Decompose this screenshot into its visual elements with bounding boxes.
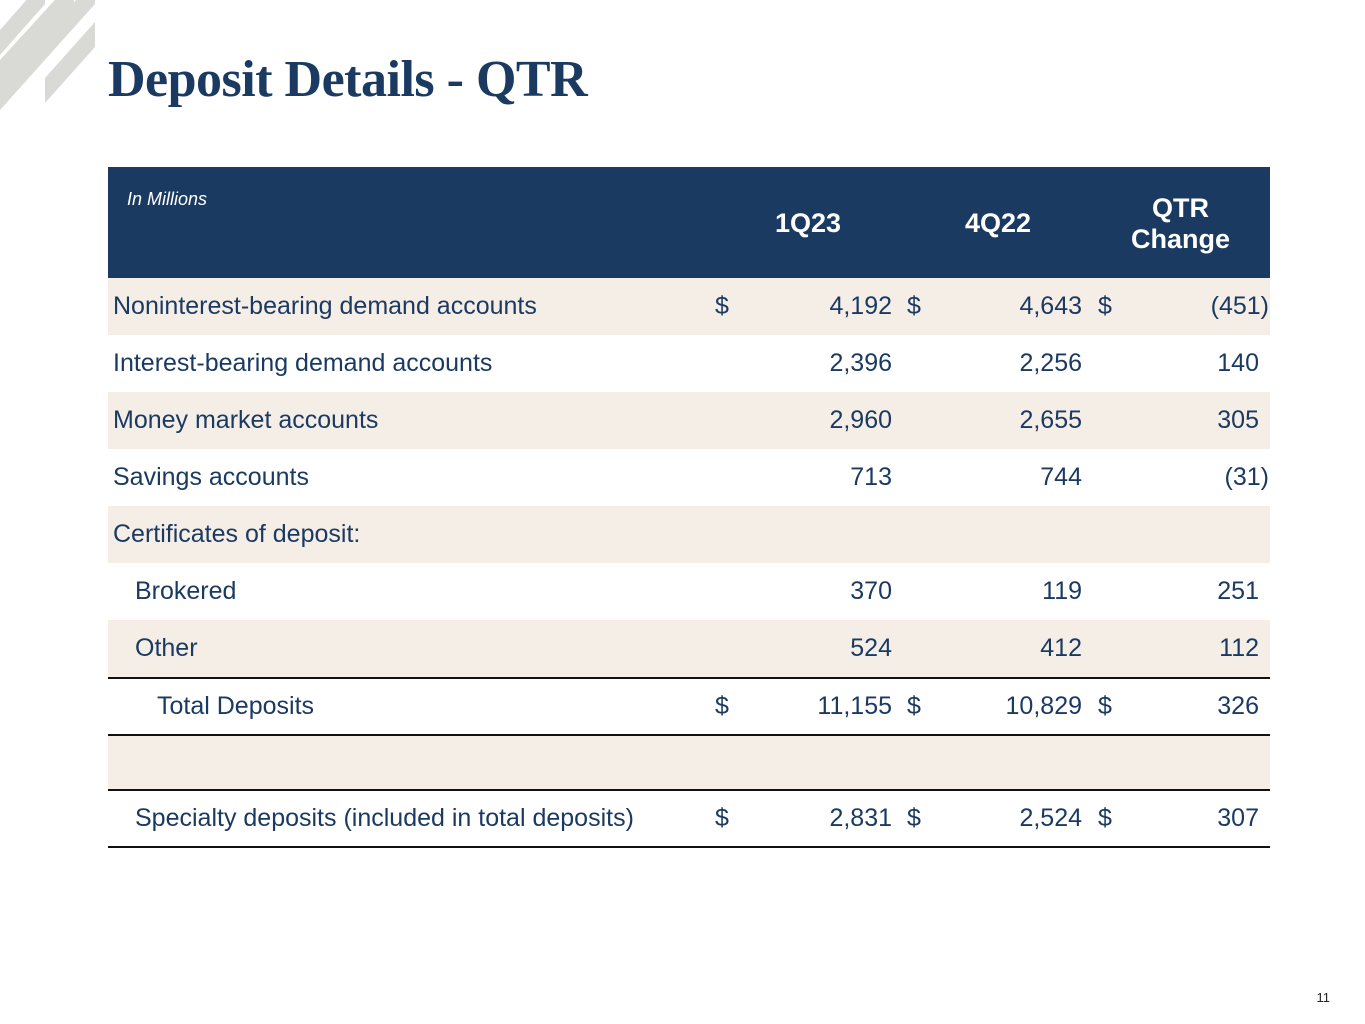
column-header-qtr-change: QTR Change bbox=[1118, 193, 1243, 255]
dollar-sign: $ bbox=[1098, 692, 1112, 720]
page-title: Deposit Details - QTR bbox=[108, 51, 588, 108]
row-label: Specialty deposits (included in total de… bbox=[135, 804, 634, 832]
value-1q23: 2,960 bbox=[829, 406, 892, 434]
row-label: Certificates of deposit: bbox=[113, 520, 361, 548]
column-header-qtr-change-line1: QTR bbox=[1152, 193, 1209, 223]
value-1q23: 4,192 bbox=[829, 292, 892, 320]
table-row-total-deposits: Total Deposits $ 11,155 $ 10,829 $ 326 bbox=[108, 677, 1270, 734]
value-qtr-change: (451) bbox=[1210, 292, 1269, 320]
value-1q23: 2,831 bbox=[829, 804, 892, 832]
value-qtr-change: 326 bbox=[1217, 692, 1259, 720]
deposit-table: In Millions 1Q23 4Q22 QTR Change Noninte… bbox=[108, 167, 1270, 848]
table-row-other: Other 524 412 112 bbox=[108, 620, 1270, 677]
dollar-sign: $ bbox=[1098, 804, 1112, 832]
table-row-certificates-of-deposit: Certificates of deposit: bbox=[108, 506, 1270, 563]
column-header-4q22: 4Q22 bbox=[964, 208, 1032, 238]
table-row-brokered: Brokered 370 119 251 bbox=[108, 563, 1270, 620]
table-header: In Millions 1Q23 4Q22 QTR Change bbox=[108, 167, 1270, 278]
value-4q22: 2,524 bbox=[1019, 804, 1082, 832]
units-label: In Millions bbox=[127, 189, 208, 209]
dollar-sign: $ bbox=[715, 804, 729, 832]
value-1q23: 11,155 bbox=[817, 692, 892, 720]
table-row-interest-bearing: Interest-bearing demand accounts 2,396 2… bbox=[108, 335, 1270, 392]
value-1q23: 713 bbox=[850, 463, 892, 491]
table-row-savings: Savings accounts 713 744 (31) bbox=[108, 449, 1270, 506]
value-4q22: 2,655 bbox=[1019, 406, 1082, 434]
value-qtr-change: (31) bbox=[1224, 463, 1269, 491]
page-number: 11 bbox=[1316, 990, 1331, 1005]
value-1q23: 2,396 bbox=[829, 349, 892, 377]
value-4q22: 2,256 bbox=[1019, 349, 1082, 377]
table-row-money-market: Money market accounts 2,960 2,655 305 bbox=[108, 392, 1270, 449]
row-label: Brokered bbox=[135, 577, 237, 605]
value-qtr-change: 112 bbox=[1219, 634, 1259, 662]
row-label: Savings accounts bbox=[113, 463, 309, 491]
dollar-sign: $ bbox=[907, 692, 921, 720]
table-row-specialty-deposits: Specialty deposits (included in total de… bbox=[108, 791, 1270, 848]
value-1q23: 370 bbox=[850, 577, 892, 605]
column-header-1q23: 1Q23 bbox=[774, 208, 842, 238]
dollar-sign: $ bbox=[907, 292, 921, 320]
table-row-spacer bbox=[108, 734, 1270, 791]
value-1q23: 524 bbox=[850, 634, 892, 662]
value-4q22: 10,829 bbox=[1005, 692, 1082, 720]
dollar-sign: $ bbox=[1098, 292, 1112, 320]
value-4q22: 119 bbox=[1042, 577, 1082, 605]
dollar-sign: $ bbox=[715, 292, 729, 320]
diagonal-stripes-logo-icon bbox=[0, 0, 95, 110]
value-4q22: 4,643 bbox=[1019, 292, 1082, 320]
row-label: Other bbox=[135, 634, 198, 662]
row-label: Interest-bearing demand accounts bbox=[113, 349, 493, 377]
value-qtr-change: 140 bbox=[1217, 349, 1259, 377]
dollar-sign: $ bbox=[715, 692, 729, 720]
dollar-sign: $ bbox=[907, 804, 921, 832]
column-header-qtr-change-line2: Change bbox=[1130, 224, 1230, 254]
row-label: Noninterest-bearing demand accounts bbox=[113, 292, 537, 320]
value-qtr-change: 305 bbox=[1217, 406, 1259, 434]
value-qtr-change: 251 bbox=[1217, 577, 1259, 605]
value-qtr-change: 307 bbox=[1217, 804, 1259, 832]
value-4q22: 744 bbox=[1040, 463, 1082, 491]
row-label: Total Deposits bbox=[157, 692, 315, 720]
value-4q22: 412 bbox=[1040, 634, 1082, 662]
row-label: Money market accounts bbox=[113, 406, 379, 434]
table-row-noninterest-bearing: Noninterest-bearing demand accounts $ 4,… bbox=[108, 278, 1270, 335]
